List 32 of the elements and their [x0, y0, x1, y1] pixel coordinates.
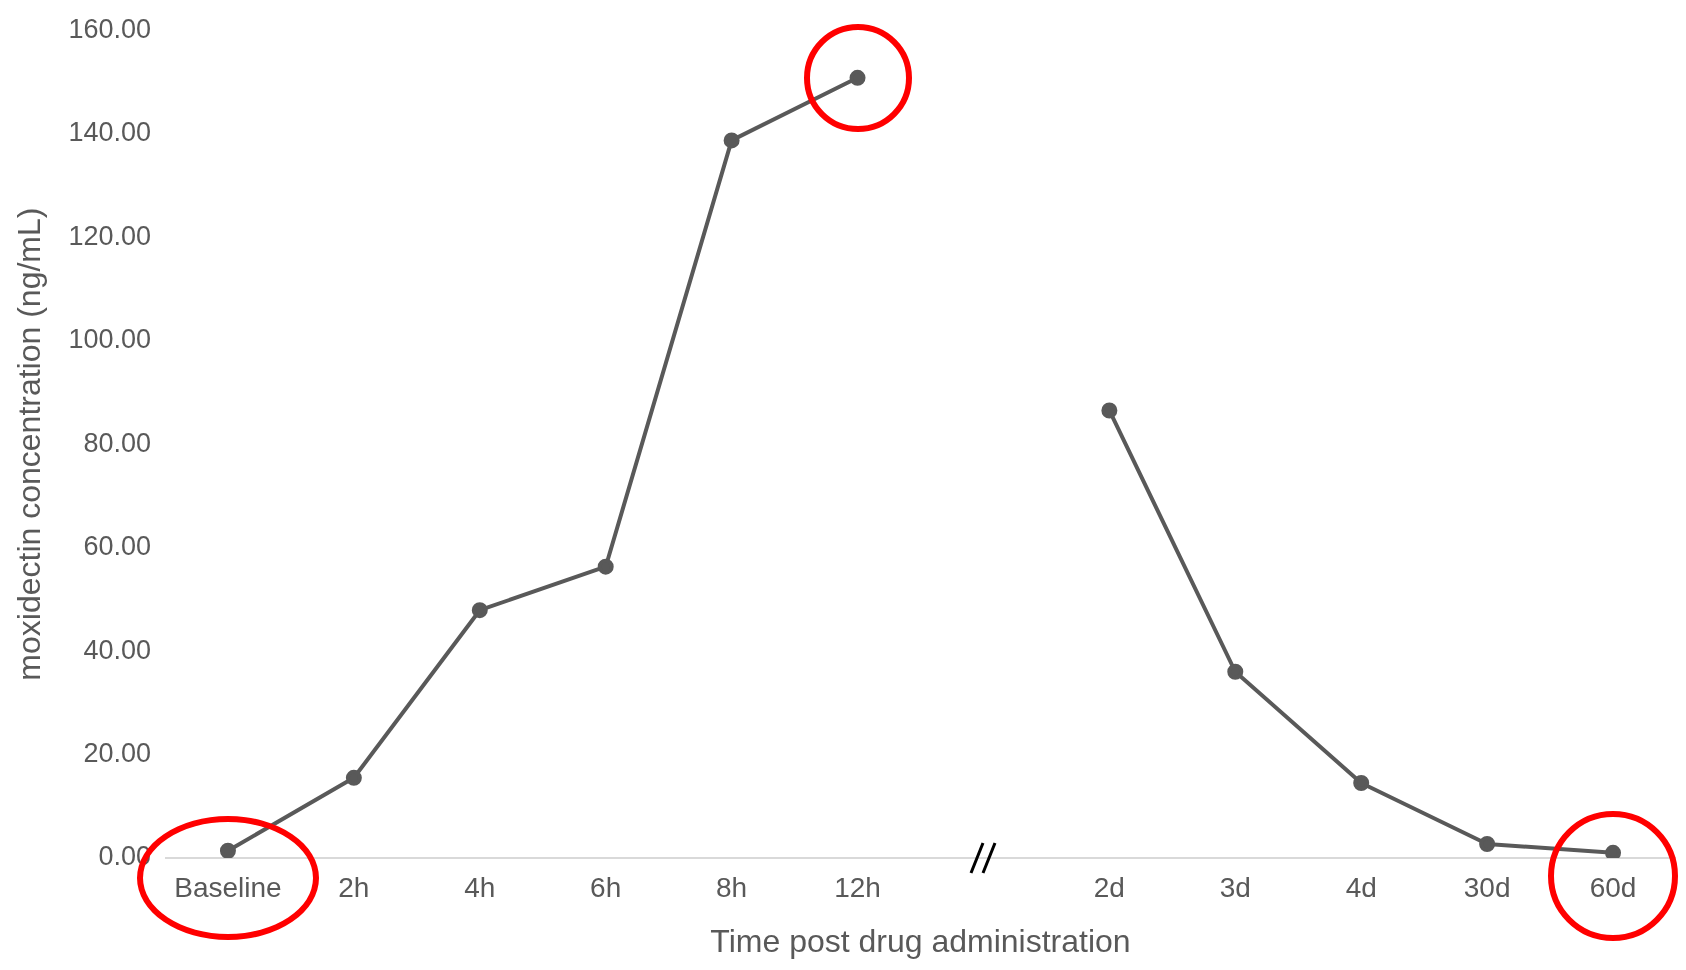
- point: [1353, 774, 1370, 791]
- x-tick-label: 3d: [1219, 871, 1251, 903]
- point: [471, 602, 488, 619]
- x-tick-label: 12h: [834, 871, 881, 903]
- point: [345, 769, 362, 786]
- point: [597, 558, 614, 575]
- point: [1227, 663, 1244, 680]
- point: [723, 132, 740, 149]
- x-tick-label: 2d: [1093, 871, 1125, 903]
- y-tick-label: 120.00: [68, 220, 151, 251]
- y-tick-label: 80.00: [83, 427, 151, 458]
- x-tick-label: 6h: [590, 871, 622, 903]
- y-tick-label: 160.00: [68, 13, 151, 44]
- point: [849, 69, 866, 86]
- x-tick-label: 8h: [716, 871, 748, 903]
- x-tick-label: 30d: [1463, 871, 1511, 903]
- x-tick-label: Baseline: [174, 871, 282, 903]
- point: [219, 842, 236, 858]
- y-axis-title: moxidectin concentration (ng/mL): [11, 207, 48, 681]
- y-tick-label: 20.00: [83, 737, 151, 768]
- y-tick-label: 40.00: [83, 634, 151, 665]
- y-tick-label: 100.00: [68, 324, 151, 355]
- x-tick-label: 4h: [464, 871, 496, 903]
- y-tick-label: 60.00: [83, 531, 151, 562]
- point: [1101, 402, 1118, 419]
- x-tick-label: 2h: [338, 871, 370, 903]
- x-axis-title: Time post drug administration: [710, 922, 1131, 959]
- point: [1605, 844, 1622, 858]
- y-tick-label: 140.00: [68, 117, 151, 148]
- x-tick-label: 60d: [1589, 871, 1637, 903]
- x-tick-label: 4d: [1345, 871, 1377, 903]
- point: [1479, 836, 1496, 853]
